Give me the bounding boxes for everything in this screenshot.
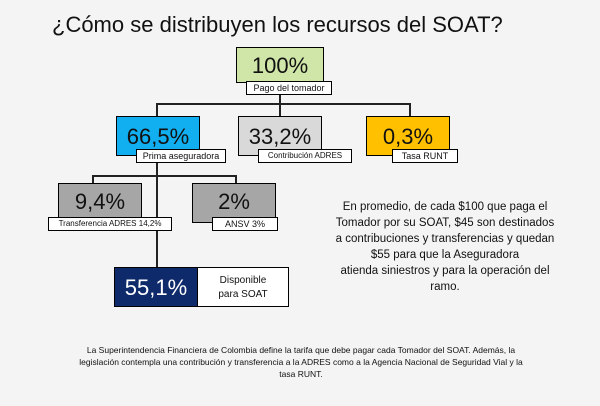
ansv-label: ANSV 3% [212, 217, 278, 231]
disponible-label: Disponible para SOAT [197, 267, 289, 307]
prima-label: Prima aseguradora [136, 149, 226, 163]
contribucion-value: 33,2% [248, 124, 312, 149]
summary-line: atienda siniestros y para la operación d… [340, 265, 550, 277]
footer-line: legislación contempla una contribución y… [79, 357, 523, 367]
total-value: 100% [251, 53, 309, 78]
tasa-value: 0,3% [382, 124, 434, 149]
summary-line: Tomador por su SOAT, $45 son destinados [335, 217, 555, 229]
summary-line: ramo. [430, 281, 460, 293]
contribucion-label: Contribución ADRES [258, 149, 352, 163]
transferencia-value: 9,4% [74, 189, 126, 214]
disponible-value: 55,1% [124, 275, 188, 300]
disponible-label-line2: para SOAT [218, 289, 268, 300]
transferencia-node: 9,4% [58, 183, 142, 223]
summary-line: En promedio, de cada $100 que paga el [342, 201, 548, 213]
connector-prima-down [156, 162, 158, 176]
disponible-node: 55,1% [114, 267, 198, 307]
ansv-node: 2% [192, 183, 276, 223]
footer-line: tasa RUNT. [279, 369, 323, 379]
summary-line: a contribuciones y transferencias y qued… [335, 233, 555, 245]
connector-to-transferencia [92, 175, 94, 184]
connector-to-contribucion [279, 103, 281, 118]
connector-top-horizontal [156, 103, 410, 105]
total-node: 100% [236, 47, 324, 83]
footer-line: La Superintendencia Financiera de Colomb… [86, 345, 516, 355]
page-title: ¿Cómo se distribuyen los recursos del SO… [52, 12, 503, 37]
summary-line: $55 para que la Aseguradora [370, 249, 520, 261]
total-label: Pago del tomador [246, 81, 332, 95]
disponible-label-line1: Disponible [219, 275, 267, 286]
connector-root-down [279, 94, 281, 104]
footer-note: La Superintendencia Financiera de Colomb… [20, 344, 582, 380]
ansv-value: 2% [218, 189, 250, 214]
summary-text: En promedio, de cada $100 que paga el To… [300, 199, 590, 295]
connector-mid-horizontal [92, 175, 237, 177]
transferencia-label: Transferencia ADRES 14,2% [48, 217, 172, 231]
prima-value: 66,5% [126, 124, 190, 149]
connector-to-prima [156, 103, 158, 118]
connector-to-tasa [409, 103, 411, 118]
tasa-label: Tasa RUNT [392, 149, 458, 163]
connector-to-ansv [235, 175, 237, 184]
